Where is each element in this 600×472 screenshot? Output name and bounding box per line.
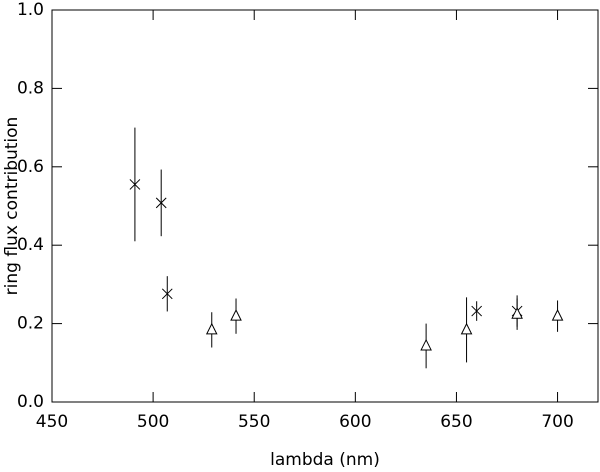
y-tick-label: 0.8: [17, 78, 44, 98]
triangle-marker: [551, 309, 564, 321]
x-tick-label: 700: [541, 412, 573, 432]
x-tick-label: 650: [440, 412, 472, 432]
x-tick-label: 500: [137, 412, 169, 432]
x-marker: [471, 305, 483, 317]
triangle-marker: [460, 322, 473, 335]
y-tick-label: 0.2: [17, 314, 44, 334]
triangle-marker: [205, 322, 218, 335]
x-tick-label: 600: [339, 412, 371, 432]
x-axis-label: lambda (nm): [270, 450, 380, 470]
plot-frame: [51, 9, 599, 403]
x-tick-label: 450: [36, 412, 68, 432]
triangle-marker: [511, 307, 523, 319]
y-tick-label: 1.0: [17, 0, 44, 20]
y-tick-label: 0.6: [17, 157, 44, 177]
triangle-marker: [420, 338, 432, 351]
y-tick-label: 0.4: [17, 235, 44, 255]
x-tick-label: 550: [238, 412, 270, 432]
triangle-marker: [230, 309, 242, 321]
x-marker: [155, 197, 167, 209]
x-marker: [161, 288, 173, 300]
y-tick-label: 0.0: [17, 392, 44, 412]
y-axis-label: ring flux contribution: [2, 117, 22, 296]
x-marker: [129, 179, 141, 190]
